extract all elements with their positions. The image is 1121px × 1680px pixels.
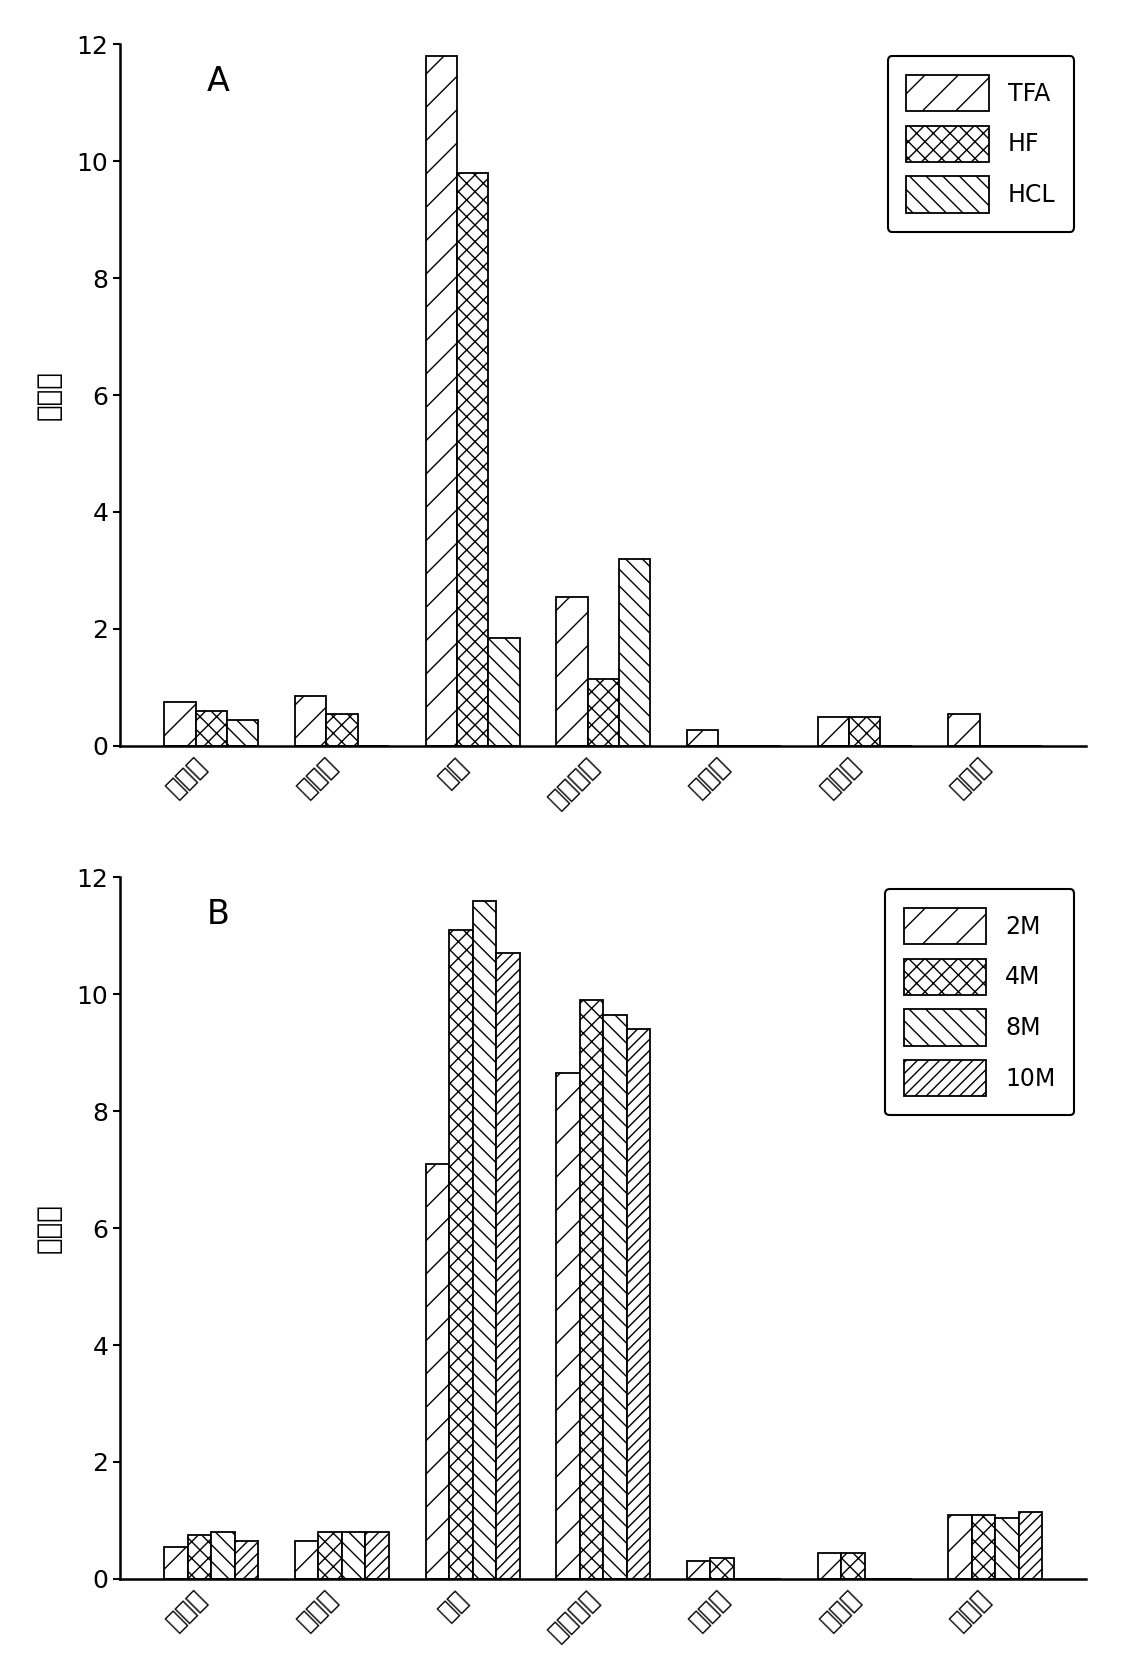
Bar: [948, 1515, 972, 1579]
Bar: [627, 1030, 650, 1579]
Legend: 2M, 4M, 8M, 10M: 2M, 4M, 8M, 10M: [884, 889, 1074, 1116]
Bar: [556, 596, 587, 746]
Text: B: B: [207, 899, 230, 931]
Bar: [234, 1541, 258, 1579]
Bar: [426, 1164, 450, 1579]
Text: A: A: [207, 66, 230, 97]
Bar: [556, 1074, 580, 1579]
Bar: [687, 1561, 711, 1579]
Bar: [164, 702, 195, 746]
Bar: [687, 729, 719, 746]
Bar: [326, 714, 358, 746]
Bar: [841, 1552, 864, 1579]
Bar: [948, 714, 980, 746]
Bar: [195, 711, 226, 746]
Y-axis label: 峰面积: 峰面积: [35, 370, 63, 420]
Bar: [318, 1532, 342, 1579]
Bar: [450, 931, 473, 1579]
Bar: [711, 1559, 734, 1579]
Bar: [817, 717, 849, 746]
Bar: [817, 1552, 841, 1579]
Bar: [342, 1532, 365, 1579]
Bar: [473, 900, 497, 1579]
Legend: TFA, HF, HCL: TFA, HF, HCL: [888, 55, 1074, 232]
Bar: [497, 953, 520, 1579]
Bar: [211, 1532, 234, 1579]
Bar: [1019, 1512, 1043, 1579]
Bar: [426, 55, 457, 746]
Bar: [603, 1015, 627, 1579]
Bar: [580, 1000, 603, 1579]
Bar: [619, 559, 650, 746]
Bar: [972, 1515, 995, 1579]
Bar: [489, 638, 520, 746]
Bar: [295, 696, 326, 746]
Bar: [995, 1517, 1019, 1579]
Bar: [226, 719, 258, 746]
Bar: [295, 1541, 318, 1579]
Y-axis label: 峰面积: 峰面积: [35, 1203, 63, 1253]
Bar: [457, 173, 489, 746]
Bar: [187, 1536, 211, 1579]
Bar: [587, 679, 619, 746]
Bar: [164, 1547, 187, 1579]
Bar: [849, 717, 880, 746]
Bar: [365, 1532, 389, 1579]
